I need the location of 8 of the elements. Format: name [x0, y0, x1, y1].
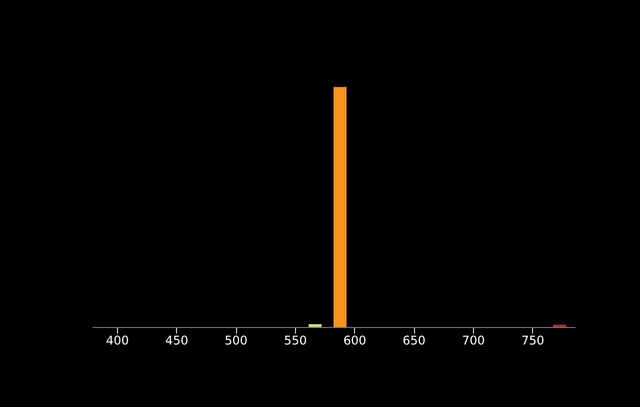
x-tick-label: 550: [284, 334, 307, 348]
x-tick-label: 650: [402, 334, 426, 348]
x-tick-label: 600: [343, 334, 366, 348]
x-tick-label: 450: [165, 334, 188, 348]
x-tick-label: 500: [224, 334, 248, 348]
x-tick-label: 400: [106, 334, 129, 348]
x-tick-label: 700: [462, 334, 485, 348]
x-tick-label: 750: [521, 334, 544, 348]
